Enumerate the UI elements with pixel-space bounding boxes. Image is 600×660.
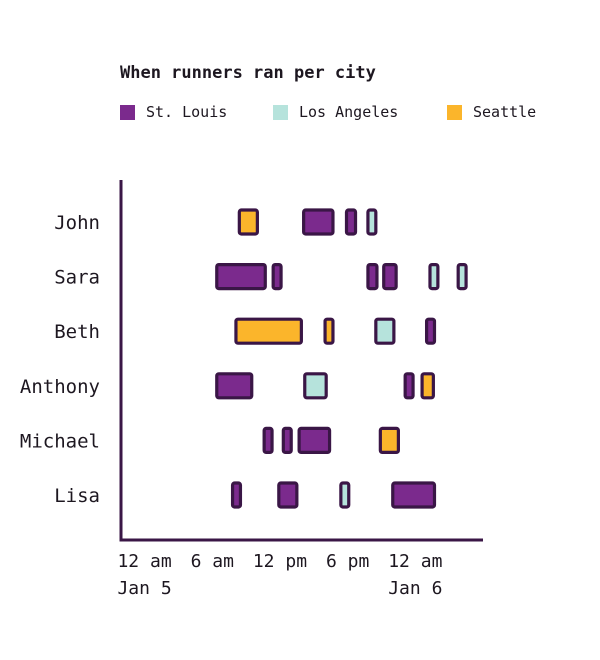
run-bar (297, 426, 332, 454)
legend-item-seattle: Seattle (447, 102, 536, 122)
row-label: Beth (54, 321, 100, 343)
row-label: Sara (54, 267, 100, 289)
legend-swatch-seattle (447, 104, 462, 120)
row-label: Michael (20, 430, 100, 452)
x-tick-label: 12 am (388, 551, 442, 572)
run-bar (262, 426, 274, 454)
x-tick-label: 6 pm (326, 551, 369, 572)
legend-item-st-louis: St. Louis (120, 102, 227, 122)
chart-title: When runners ran per city (120, 63, 376, 83)
run-bar (230, 481, 243, 509)
run-bar (428, 263, 440, 291)
run-bar (281, 426, 293, 454)
legend-label-seattle: Seattle (473, 103, 537, 121)
run-bar (339, 481, 351, 509)
run-bar (374, 317, 396, 345)
run-bar (237, 208, 259, 236)
run-bar (403, 372, 415, 400)
row-label: Anthony (20, 376, 100, 398)
run-bar (391, 481, 437, 509)
run-bar (344, 208, 358, 236)
run-bar (424, 317, 437, 345)
run-bar (420, 372, 435, 400)
run-bar (303, 372, 328, 400)
run-bar (456, 263, 468, 291)
run-bar (366, 263, 379, 291)
run-bar (215, 372, 254, 400)
run-bar (277, 481, 299, 509)
legend-swatch-los-angeles (273, 104, 288, 120)
x-tick-label: 6 am (191, 551, 234, 572)
run-bar (382, 263, 398, 291)
legend-label-st-louis: St. Louis (146, 103, 228, 121)
run-bar (271, 263, 283, 291)
row-label: John (54, 212, 100, 234)
run-bar (378, 426, 400, 454)
run-bar (234, 317, 303, 345)
run-bar (366, 208, 378, 236)
x-tick-sublabel: Jan 6 (388, 578, 442, 599)
run-bar (323, 317, 335, 345)
legend-swatch-st-louis (120, 104, 135, 120)
x-tick-sublabel: Jan 5 (117, 578, 171, 599)
legend-label-los-angeles: Los Angeles (299, 103, 399, 121)
x-tick-label: 12 pm (253, 551, 307, 572)
run-bar (215, 263, 267, 291)
legend-item-los-angeles: Los Angeles (273, 102, 398, 122)
run-bar (302, 208, 335, 236)
x-tick-label: 12 am (117, 551, 171, 572)
row-label: Lisa (54, 485, 100, 507)
chart-legend: St. Louis Los Angeles Seattle (120, 102, 590, 122)
